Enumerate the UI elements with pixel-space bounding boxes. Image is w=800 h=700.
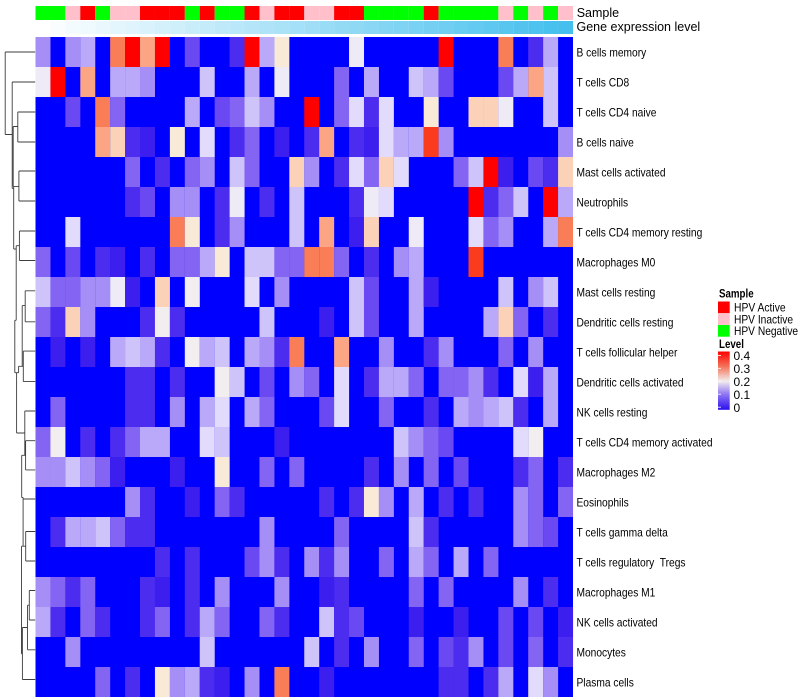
svg-text:Mast cells activated: Mast cells activated (577, 165, 666, 179)
svg-text:T cells gamma delta: T cells gamma delta (577, 525, 669, 539)
svg-text:B cells naive: B cells naive (577, 135, 635, 149)
svg-text:Mast cells resting: Mast cells resting (577, 285, 656, 299)
svg-text:Dendritic cells resting: Dendritic cells resting (577, 315, 674, 329)
svg-text:Gene expression level: Gene expression level (577, 20, 701, 34)
svg-text:0.3: 0.3 (734, 362, 751, 376)
svg-text:NK cells resting: NK cells resting (577, 405, 648, 419)
svg-text:T cells CD4 memory resting: T cells CD4 memory resting (577, 225, 703, 239)
svg-text:Macrophages M0: Macrophages M0 (577, 255, 656, 269)
svg-text:0: 0 (734, 401, 741, 415)
svg-text:Sample: Sample (719, 287, 754, 301)
svg-text:T cells CD8: T cells CD8 (577, 75, 630, 89)
svg-text:Macrophages M2: Macrophages M2 (577, 465, 656, 479)
svg-text:T cells CD4 naive: T cells CD4 naive (577, 105, 657, 119)
svg-text:0.2: 0.2 (734, 375, 751, 389)
svg-text:Level: Level (719, 337, 744, 351)
svg-text:HPV Active: HPV Active (734, 301, 786, 315)
svg-text:Dendritic cells activated: Dendritic cells activated (577, 375, 684, 389)
svg-text:Plasma cells: Plasma cells (577, 675, 634, 689)
svg-text:Neutrophils: Neutrophils (577, 195, 629, 209)
svg-text:T cells follicular helper: T cells follicular helper (577, 345, 678, 359)
svg-text:Monocytes: Monocytes (577, 645, 626, 659)
svg-text:T cells CD4 memory activated: T cells CD4 memory activated (577, 435, 713, 449)
svg-text:Sample: Sample (577, 6, 619, 20)
svg-text:0.1: 0.1 (734, 388, 751, 402)
svg-text:T cells regulatory Tregs: T cells regulatory Tregs (577, 555, 686, 569)
svg-text:Macrophages M1: Macrophages M1 (577, 585, 656, 599)
svg-text:HPV Inactive: HPV Inactive (734, 312, 793, 326)
svg-text:Eosinophils: Eosinophils (577, 495, 629, 509)
svg-text:NK cells activated: NK cells activated (577, 615, 658, 629)
svg-text:HPV Negative: HPV Negative (734, 324, 798, 338)
svg-text:B cells memory: B cells memory (577, 45, 647, 59)
svg-text:0.4: 0.4 (734, 349, 751, 363)
